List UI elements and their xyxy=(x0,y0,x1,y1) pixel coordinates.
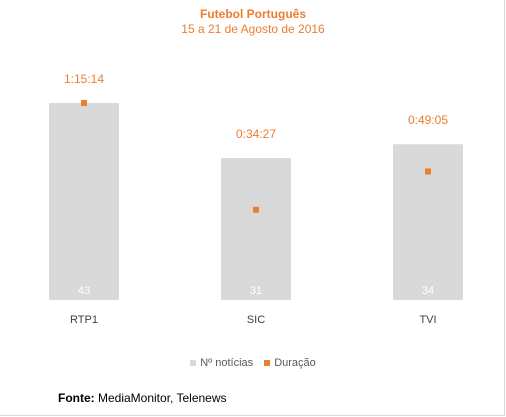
legend-item-count: Nº notícias xyxy=(190,357,253,369)
legend-label-duration: Duração xyxy=(274,357,316,369)
x-tick-rtp1: RTP1 xyxy=(70,314,98,326)
chart-title: Futebol Português xyxy=(200,7,306,21)
duration-label-tvi: 0:49:05 xyxy=(408,113,448,127)
source-text: MediaMonitor, Telenews xyxy=(94,391,227,405)
bar-value-rtp1: 43 xyxy=(78,285,90,297)
bar-rtp1 xyxy=(49,103,119,300)
duration-marker-tvi xyxy=(425,168,431,175)
chart-subtitle: 15 a 21 de Agosto de 2016 xyxy=(181,22,325,36)
source-label: Fonte: xyxy=(58,391,95,405)
legend: Nº notícias Duração xyxy=(0,357,506,369)
bar-value-sic: 31 xyxy=(250,285,262,297)
duration-label-rtp1: 1:15:14 xyxy=(64,72,104,86)
bar-tvi xyxy=(393,144,463,300)
bar-value-tvi: 34 xyxy=(422,285,434,297)
duration-label-sic: 0:34:27 xyxy=(236,127,276,141)
source-note: Fonte: MediaMonitor, Telenews xyxy=(58,391,227,405)
legend-swatch-count xyxy=(190,360,197,366)
bar-sic xyxy=(221,157,291,300)
legend-swatch-duration xyxy=(264,360,271,366)
duration-marker-sic xyxy=(253,206,259,213)
duration-marker-rtp1 xyxy=(81,100,87,106)
legend-label-count: Nº notícias xyxy=(200,357,254,369)
x-tick-tvi: TVI xyxy=(419,314,436,326)
plot-area: 43 1:15:14 RTP1 31 0:34:27 SIC 34 0:49:05 TVI xyxy=(49,72,463,326)
legend-item-duration: Duração xyxy=(264,357,316,369)
x-tick-sic: SIC xyxy=(247,314,265,326)
